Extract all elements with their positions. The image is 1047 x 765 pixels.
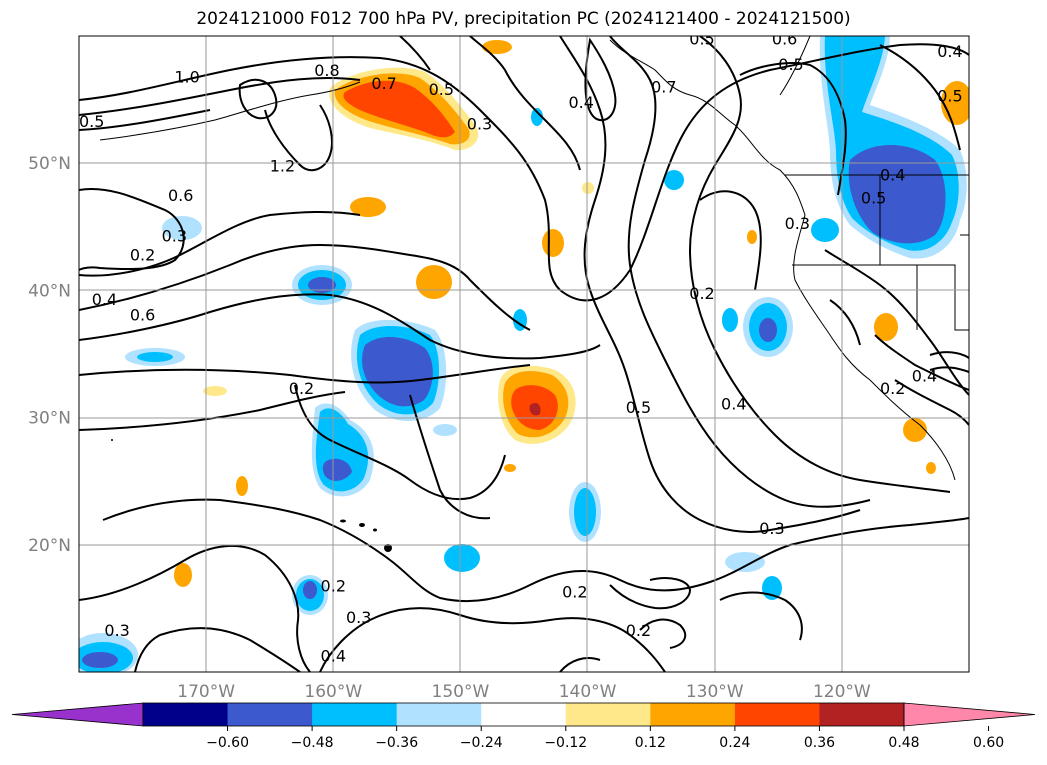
contour-label: 0.6: [772, 29, 797, 48]
lat-tick-label: 40°N: [28, 281, 71, 301]
colorbar-tick-label: −0.48: [291, 735, 334, 751]
contour-label: 0.4: [880, 165, 905, 184]
contour-label: 0.3: [346, 608, 371, 627]
lat-tick-label: 20°N: [28, 536, 71, 556]
contour-label: 0.5: [79, 112, 104, 131]
colorbar-segment: [227, 703, 313, 726]
colorbar-tick-label: 0.12: [635, 735, 666, 751]
lat-tick-label: 30°N: [28, 409, 71, 429]
precip-shading: [79, 36, 969, 672]
colorbar-segment: [819, 703, 905, 726]
contour-label: 0.2: [289, 379, 314, 398]
colorbar-tick-label: 0.36: [804, 735, 835, 751]
contour-label: 1.0: [174, 68, 199, 87]
lon-tick-label: 160°W: [304, 682, 362, 702]
contour-label: 0.2: [626, 621, 651, 640]
latitude-labels: 20°N 30°N 40°N 50°N: [28, 154, 71, 556]
contour-label: 0.5: [778, 55, 803, 74]
coastlines: [99, 36, 969, 481]
contour-label: 0.7: [651, 78, 676, 97]
lon-tick-label: 150°W: [432, 682, 490, 702]
contour-label: 0.4: [92, 290, 117, 309]
colorbar-segment: [481, 703, 567, 726]
colorbar-segment: [650, 703, 736, 726]
colorbar-frame: [142, 702, 905, 727]
contour-label: 0.6: [168, 186, 193, 205]
contour-label: 0.5: [689, 29, 714, 48]
lon-tick-label: 120°W: [813, 682, 871, 702]
contour-label: 0.4: [321, 646, 346, 665]
contour-label: 0.5: [429, 80, 454, 99]
contour-label: 0.2: [880, 379, 905, 398]
colorbar-segment: [565, 703, 651, 726]
colorbar-segment: [312, 703, 398, 726]
colorbar-segment: [734, 703, 820, 726]
contour-label: 0.8: [314, 61, 339, 80]
colorbar-tick-label: 0.24: [719, 735, 750, 751]
colorbar-segment: [396, 703, 482, 726]
contour-label: 0.3: [104, 621, 129, 640]
colorbar-tick-label: 0.60: [973, 735, 1004, 751]
contour-label: 0.4: [937, 42, 962, 61]
chart-title: 2024121000 F012 700 hPa PV, precipitatio…: [196, 9, 851, 29]
contour-label: 0.4: [721, 394, 746, 413]
colorbar-tick-label: −0.24: [460, 735, 503, 751]
map-plot-area: 1.0 0.80.7 0.50.30.40.5 0.60.50.70.40.50.51…: [79, 29, 969, 672]
lat-tick-label: 50°N: [28, 154, 71, 174]
lon-tick-label: 130°W: [686, 682, 744, 702]
colorbar-tick-label: 0.48: [888, 735, 919, 751]
colorbar-segment: [143, 703, 229, 726]
colorbar-extend-max: [903, 702, 1036, 727]
colorbar: −0.60 −0.48 −0.36 −0.24 −0.12 0.12 0.24 0.36 0.4…: [11, 702, 1036, 751]
contour-label: 0.6: [130, 305, 155, 324]
graticule: [79, 36, 969, 672]
contour-label: 0.5: [937, 87, 962, 106]
contour-label: 0.7: [371, 74, 396, 93]
contour-label: 0.4: [568, 93, 593, 112]
longitude-labels: 170°W 160°W 150°W 140°W 130°W 120°W: [177, 682, 871, 702]
contour-label: 0.5: [861, 188, 886, 207]
contour-label: 0.2: [321, 576, 346, 595]
colorbar-tick-label: −0.36: [375, 735, 418, 751]
contour-label: 0.3: [785, 214, 810, 233]
contour-label: 1.2: [270, 157, 295, 176]
colorbar-tick-label: −0.60: [206, 735, 249, 751]
hawaii-islands: [111, 439, 392, 552]
contour-label: 0.3: [162, 227, 187, 246]
map-frame: [78, 35, 970, 673]
contour-label: 0.3: [467, 115, 492, 134]
pv-contours: [79, 36, 969, 672]
contour-labels: 1.0 0.80.7 0.50.30.40.5 0.60.50.70.40.50.51…: [79, 29, 963, 665]
contour-label: 0.2: [689, 284, 714, 303]
colorbar-tick-label: −0.12: [544, 735, 587, 751]
contour-label: 0.2: [130, 246, 155, 265]
contour-label: 0.2: [562, 583, 587, 602]
lon-tick-label: 170°W: [177, 682, 235, 702]
contour-label: 0.4: [912, 366, 937, 385]
contour-label: 0.3: [759, 519, 784, 538]
contour-label: 0.5: [626, 398, 651, 417]
lon-tick-label: 140°W: [559, 682, 617, 702]
colorbar-extend-min: [11, 702, 144, 727]
